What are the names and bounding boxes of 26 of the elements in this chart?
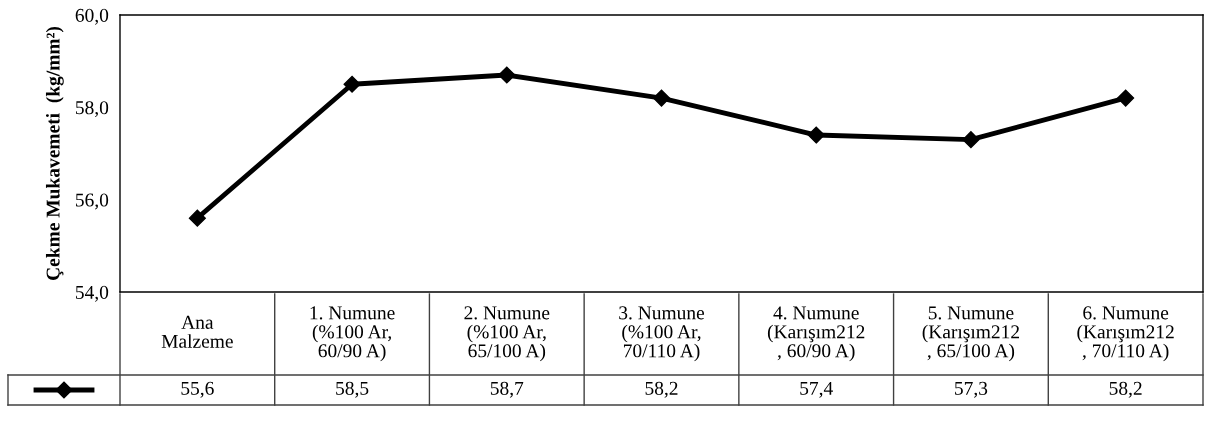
point (498, 66, 516, 84)
data-label: 55,6 (181, 381, 214, 398)
data-label: 58,2 (645, 381, 678, 398)
x-tick-label: 5. Numune (Karışım212 , 65/100 A) (922, 306, 1019, 362)
y-tick-label: 60,0 (75, 8, 109, 25)
data-label: 57,3 (955, 381, 988, 398)
point (1117, 89, 1135, 107)
point (652, 89, 671, 107)
y-tick-label: 56,0 (75, 193, 109, 210)
y-axis-title: Çekme Mukavemeti (kg/mm²) (45, 26, 64, 280)
x-tick-label: 6. Numune (Karışım212 , 70/110 A) (1077, 306, 1174, 362)
point (807, 126, 825, 144)
x-tick-label: 2. Numune (%100 Ar, 65/100 A) (464, 306, 550, 362)
x-tick-label: 3. Numune (%100 Ar, 70/110 A) (619, 306, 705, 362)
y-tick-label: 54,0 (75, 285, 109, 302)
point (962, 131, 980, 149)
point (343, 75, 361, 93)
data-label: 58,5 (336, 381, 369, 398)
x-tick-label: 1. Numune (%100 Ar, 60/90 A) (310, 306, 395, 362)
x-tick-label: 4. Numune (Karışım212 , 60/90 A) (767, 306, 865, 362)
data-label: 57,4 (800, 381, 833, 398)
x-tick-label: Ana Malzeme (161, 315, 233, 348)
point (188, 209, 206, 227)
y-tick-label: 58,0 (75, 101, 109, 118)
data-label: 58,2 (1109, 381, 1142, 398)
data-label: 58,7 (490, 381, 524, 398)
